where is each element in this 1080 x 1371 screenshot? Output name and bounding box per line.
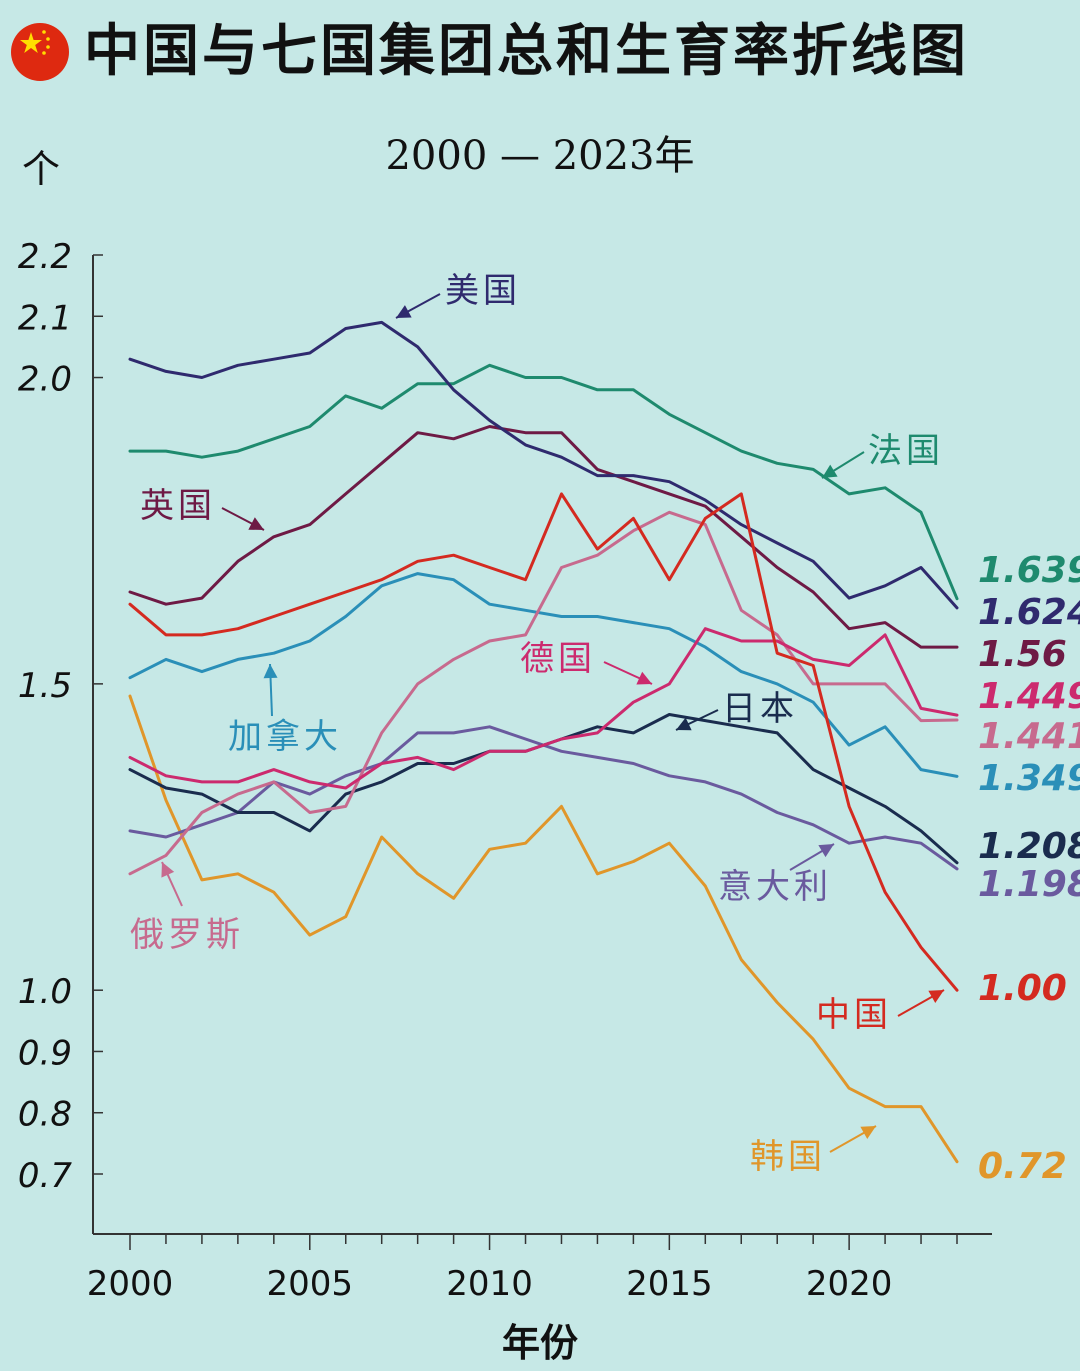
series-name-label-4: 德国 [520,639,596,679]
series-end-label-5: 1.441 [978,716,1080,757]
series-line-9 [128,694,959,1164]
annotation-arrowhead [636,671,652,685]
series-name-label-2: 英国 [140,486,216,526]
chart-series-labels: 1.6241.639 1.56 1.00 1.4491.4411.349 1.2081.… [130,271,1080,1187]
x-tick-label: 2015 [626,1264,713,1304]
series-end-label-9: 0.72 [978,1146,1067,1187]
series-line-1 [128,363,959,601]
y-tick-label: 0.7 [18,1156,72,1196]
series-name-label-6: 加拿大 [228,717,342,757]
chart-title: 中国与七国集团总和生育率折线图 [84,19,969,84]
y-tick-label: 1.5 [18,666,72,706]
series-end-label-7: 1.208 [978,826,1080,867]
x-tick-label: 2005 [267,1264,354,1304]
x-tick-label: 2010 [446,1264,533,1304]
chart-subtitle: 2000 — 2023年 [385,133,695,179]
series-name-label-7: 日本 [722,689,798,729]
series-line-0 [128,320,959,610]
series-name-label-3: 中国 [816,995,892,1035]
series-line-6 [128,572,959,778]
series-end-label-6: 1.349 [978,758,1080,799]
series-end-label-3: 1.00 [978,968,1067,1009]
y-tick-label: 0.8 [18,1095,72,1135]
y-tick-label: 1.0 [18,972,72,1012]
series-end-label-1: 1.639 [978,550,1080,591]
series-name-label-1: 法国 [868,431,944,471]
x-axis-label: 年份 [501,1321,578,1365]
chart-series [128,320,959,1164]
y-tick-label: 2.2 [18,237,72,277]
series-line-2 [128,425,959,649]
chart-axes: 2.2 2.1 2.0 1.5 1.0 0.9 0.8 0.7 2000 2005 2010 2015… [18,237,992,1304]
series-end-label-8: 1.198 [978,864,1080,905]
x-tick-label: 2020 [806,1264,893,1304]
y-tick-label: 0.9 [18,1033,72,1073]
series-line-3 [128,492,959,992]
series-end-label-2: 1.56 [978,634,1067,675]
series-name-label-5: 俄罗斯 [130,915,244,955]
annotation-arrowhead [248,517,264,530]
series-line-5 [128,510,959,876]
china-flag-icon [11,23,69,81]
annotation-arrowhead [818,844,834,858]
y-tick-label: 2.1 [18,298,72,338]
series-end-label-0: 1.624 [978,592,1080,633]
annotation-arrowhead [161,862,175,878]
annotation-arrowhead [396,305,412,318]
annotation-arrowhead [860,1126,876,1139]
annotation-arrowhead [822,464,838,478]
series-name-label-0: 美国 [445,271,521,311]
annotation-arrowhead [928,990,944,1003]
series-name-label-9: 韩国 [750,1137,826,1177]
series-end-label-4: 1.449 [978,676,1080,717]
annotation-arrowhead [676,717,692,731]
series-name-label-8: 意大利 [718,867,832,907]
x-tick-label: 2000 [87,1264,174,1304]
y-tick-label: 2.0 [18,360,72,400]
y-axis-label: 个 [22,147,61,191]
annotation-arrowhead [263,664,278,679]
series-line-4 [128,627,959,790]
